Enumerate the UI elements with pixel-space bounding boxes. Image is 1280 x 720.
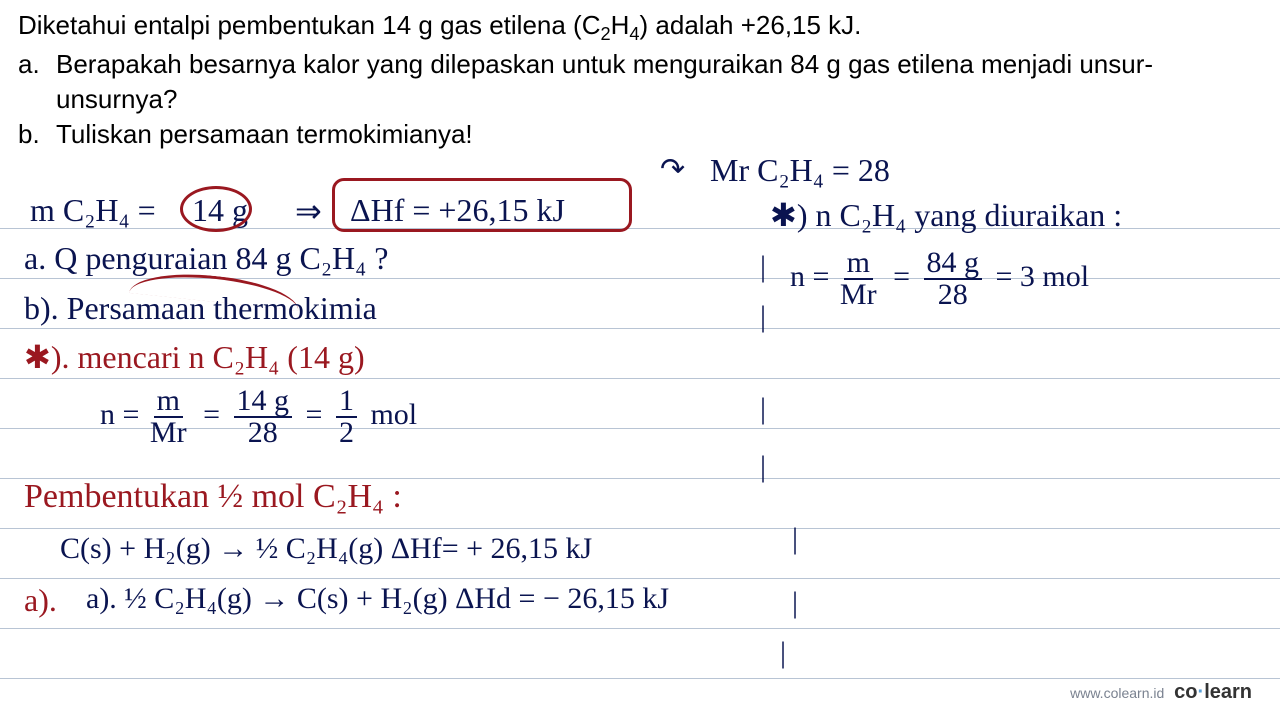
hw-line1-c: ⇒	[295, 192, 322, 230]
sub-2: 2	[601, 24, 611, 44]
r-frac-84-28: 84 g 28	[924, 248, 983, 310]
r-den-28: 28	[935, 280, 971, 310]
den-2: 2	[336, 418, 357, 448]
r-eq2: = 3 mol	[996, 260, 1090, 293]
r-n-eq: n =	[790, 260, 829, 293]
sep-mark-2: |	[760, 300, 766, 334]
r-den-mr: Mr	[837, 280, 880, 310]
brand-co: co	[1174, 681, 1197, 703]
num-m: m	[154, 386, 183, 418]
circle-annotation	[180, 186, 252, 232]
hw-right1: Mr C₂H₄ = 28	[710, 152, 890, 189]
num-1: 1	[336, 386, 357, 418]
den-mr: Mr	[147, 418, 190, 448]
sep-mark-1: |	[760, 250, 766, 284]
hw-line8-label: a).	[24, 582, 57, 619]
sub-4: 4	[629, 24, 639, 44]
problem-a: a. Berapakah besarnya kalor yang dilepas…	[18, 47, 1262, 117]
sep-mark-3: |	[760, 392, 766, 426]
frac-14-28: 14 g 28	[234, 386, 293, 448]
brand-learn: learn	[1204, 681, 1252, 703]
r-num-m: m	[844, 248, 873, 280]
footer: www.colearn.id co·learn	[1070, 681, 1252, 704]
intro-part1: Diketahui entalpi pembentukan 14 g gas e…	[18, 10, 601, 40]
b-text: Tuliskan persamaan termokimianya!	[56, 117, 473, 152]
problem-b: b. Tuliskan persamaan termokimianya!	[18, 117, 1262, 152]
intro-part2: H	[611, 10, 630, 40]
frac-m-mr: m Mr	[147, 386, 190, 448]
sep-mark-4: |	[760, 450, 766, 484]
hw-right3: n = m Mr = 84 g 28 = 3 mol	[790, 248, 1089, 310]
problem-text: Diketahui entalpi pembentukan 14 g gas e…	[18, 8, 1262, 152]
mol: mol	[370, 398, 417, 431]
hw-line2: a. Q penguraian 84 g C₂H₄ ?	[24, 240, 388, 277]
hw-line7: C(s) + H₂(g) → ½ C₂H₄(g) ΔHf= + 26,15 kJ	[60, 532, 592, 566]
sep-mark-5: |	[792, 522, 798, 556]
intro-part3: ) adalah +26,15 kJ.	[640, 10, 862, 40]
problem-intro: Diketahui entalpi pembentukan 14 g gas e…	[18, 8, 1262, 47]
sep-mark-6: |	[792, 586, 798, 620]
hw-line5: n = m Mr = 14 g 28 = 1 2 mol	[100, 386, 417, 448]
curved-arrow-icon: ↷	[660, 152, 685, 187]
hw-line4: ✱). mencari n C₂H₄ (14 g)	[24, 338, 365, 376]
b-label: b.	[18, 117, 56, 152]
r-num-84: 84 g	[924, 248, 983, 280]
hw-right2: ✱) n C₂H₄ yang diuraikan :	[770, 196, 1122, 234]
hw-line8: a). ½ C₂H₄(g) → C(s) + H₂(g) ΔHd = − 26,…	[86, 582, 669, 616]
brand-logo: co·learn	[1174, 681, 1252, 703]
box-annotation	[332, 178, 632, 232]
eq2: =	[306, 398, 323, 431]
a-text: Berapakah besarnya kalor yang dilepaskan…	[56, 47, 1262, 117]
footer-url: www.colearn.id	[1070, 685, 1164, 701]
hw-line1-a: m C₂H₄ =	[30, 192, 156, 229]
sep-mark-7: |	[780, 636, 786, 670]
frac-half: 1 2	[336, 386, 357, 448]
n-equals: n =	[100, 398, 139, 431]
hw-line3: b). Persamaan thermokimia	[24, 290, 377, 327]
hw-line6: Pembentukan ½ mol C₂H₄ :	[24, 478, 402, 516]
a-label: a.	[18, 47, 56, 117]
num-14: 14 g	[234, 386, 293, 418]
r-frac-m-mr: m Mr	[837, 248, 880, 310]
den-28: 28	[245, 418, 281, 448]
r-eq1: =	[893, 260, 910, 293]
eq1: =	[203, 398, 220, 431]
